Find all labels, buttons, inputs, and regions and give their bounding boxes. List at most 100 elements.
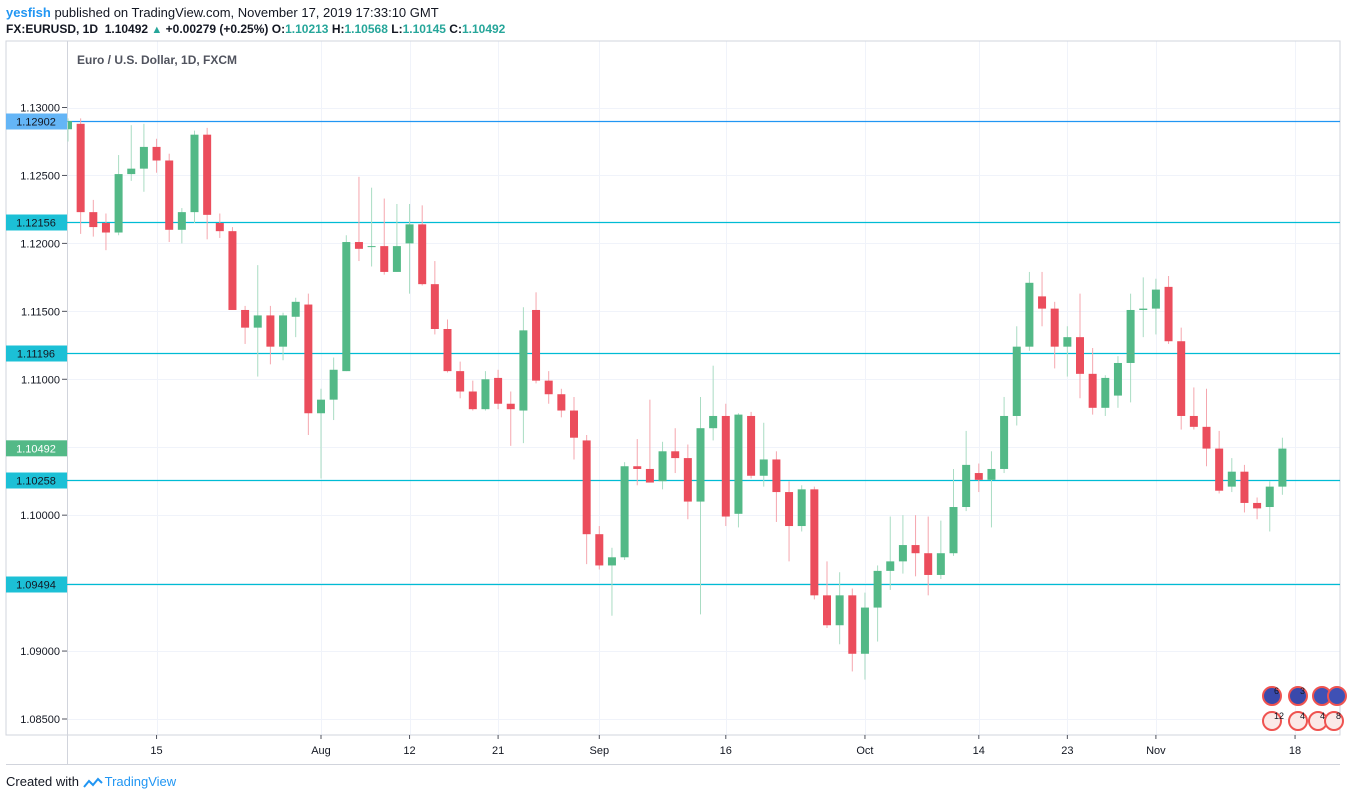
- candle-down: [633, 439, 642, 486]
- level-label-bg: [6, 345, 67, 362]
- candle-body: [203, 134, 212, 215]
- candle-down: [494, 369, 503, 410]
- eu-flag-icon[interactable]: [1288, 686, 1308, 706]
- candle-body: [430, 284, 439, 329]
- candle-body: [747, 415, 756, 476]
- candle-down: [1253, 497, 1262, 520]
- chart-title: Euro / U.S. Dollar, 1D, FXCM: [77, 53, 237, 67]
- candle-body: [873, 570, 882, 608]
- candle-body: [253, 315, 262, 328]
- candle-body: [772, 459, 781, 493]
- horizontal-levels[interactable]: 1.12902 1.12156 1.11196 1.10258 1.09494: [6, 113, 1340, 593]
- candle-body: [671, 451, 680, 459]
- candle-up: [949, 468, 958, 556]
- candle-down: [785, 481, 794, 562]
- candle-down: [456, 361, 465, 399]
- us-flag-icon[interactable]: [1262, 711, 1282, 731]
- candle-body: [557, 394, 566, 411]
- x-tick-label: Nov: [1146, 745, 1166, 757]
- x-tick-label: 18: [1289, 745, 1301, 757]
- candle-up: [759, 422, 768, 487]
- candle-down: [165, 153, 174, 243]
- candle-body: [848, 595, 857, 654]
- candle-down: [215, 213, 224, 238]
- candle-body: [1012, 346, 1021, 416]
- candle-body: [860, 607, 869, 654]
- candle-body: [734, 414, 743, 514]
- candle-body: [709, 415, 718, 429]
- eu-flag-icon[interactable]: [1262, 686, 1282, 706]
- candle-body: [177, 212, 186, 230]
- candle-down: [595, 526, 604, 570]
- author-link[interactable]: yesfish: [6, 5, 51, 20]
- candle-up: [962, 430, 971, 512]
- candle-body: [1278, 448, 1287, 487]
- candle-body: [1177, 341, 1186, 416]
- candle-up: [481, 371, 490, 411]
- event-count: 4: [1320, 711, 1325, 721]
- candle-body: [1202, 426, 1211, 449]
- candle-up: [987, 451, 996, 528]
- event-count: 8: [1336, 711, 1341, 721]
- candle-up: [139, 123, 148, 192]
- created-with-text: Created with: [6, 774, 79, 789]
- candle-body: [658, 451, 667, 482]
- high-value: 1.10568: [344, 22, 388, 36]
- candle-body: [1139, 308, 1148, 310]
- candle-body: [1126, 309, 1135, 363]
- candle-down: [89, 199, 98, 237]
- candle-down: [430, 261, 439, 335]
- x-tick-label: Sep: [590, 745, 610, 757]
- candle-down: [772, 451, 781, 522]
- event-count: 4: [1300, 711, 1305, 721]
- candle-up: [607, 547, 616, 616]
- candle-down: [1050, 301, 1059, 369]
- tradingview-link[interactable]: TradingView: [104, 774, 177, 789]
- us-flag-icon[interactable]: [1324, 711, 1344, 731]
- candle-body: [367, 246, 376, 248]
- candle-body: [721, 415, 730, 517]
- candle-body: [683, 458, 692, 502]
- tradingview-logo-icon: [82, 777, 103, 788]
- x-tick-label: 21: [492, 745, 504, 757]
- candle-body: [886, 561, 895, 571]
- candle-up: [1278, 437, 1287, 495]
- candle-body: [114, 174, 123, 233]
- candle-up: [190, 130, 199, 224]
- candle-down: [810, 486, 819, 600]
- level-label-bg: [6, 113, 67, 130]
- candle-up: [317, 388, 325, 479]
- symbol-name: FX:EURUSD, 1D: [6, 22, 99, 36]
- eu-flag-icon[interactable]: [1327, 686, 1347, 706]
- event-badges[interactable]: 6 3 12 4 4 8: [1262, 686, 1347, 731]
- candle-up: [1139, 277, 1148, 338]
- last-price-label-bg: [6, 440, 67, 457]
- candle-up: [1151, 278, 1160, 335]
- candle-down: [241, 305, 250, 344]
- us-flag-icon[interactable]: [1288, 711, 1308, 731]
- candle-body: [620, 466, 629, 558]
- candle-up: [1113, 356, 1122, 408]
- y-tick-label: 1.11500: [21, 306, 60, 318]
- candle-body: [1076, 337, 1084, 374]
- footer: Created with TradingView: [6, 774, 176, 789]
- candle-up: [709, 365, 718, 441]
- candle-up: [367, 187, 376, 267]
- candle-down: [848, 588, 857, 672]
- candle-body: [987, 468, 996, 480]
- candle-body: [582, 440, 591, 535]
- candle-down: [1240, 464, 1249, 513]
- candle-down: [911, 515, 920, 577]
- candle-down: [721, 403, 730, 527]
- candle-body: [962, 464, 971, 508]
- y-tick-label: 1.13000: [20, 103, 60, 115]
- candle-down: [1215, 430, 1224, 494]
- candle-down: [304, 293, 313, 435]
- candle-up: [936, 520, 945, 580]
- candle-body: [266, 315, 275, 347]
- candle-body: [1227, 471, 1236, 487]
- candle-body: [633, 466, 642, 469]
- candle-body: [68, 121, 72, 130]
- candle-body: [532, 309, 541, 381]
